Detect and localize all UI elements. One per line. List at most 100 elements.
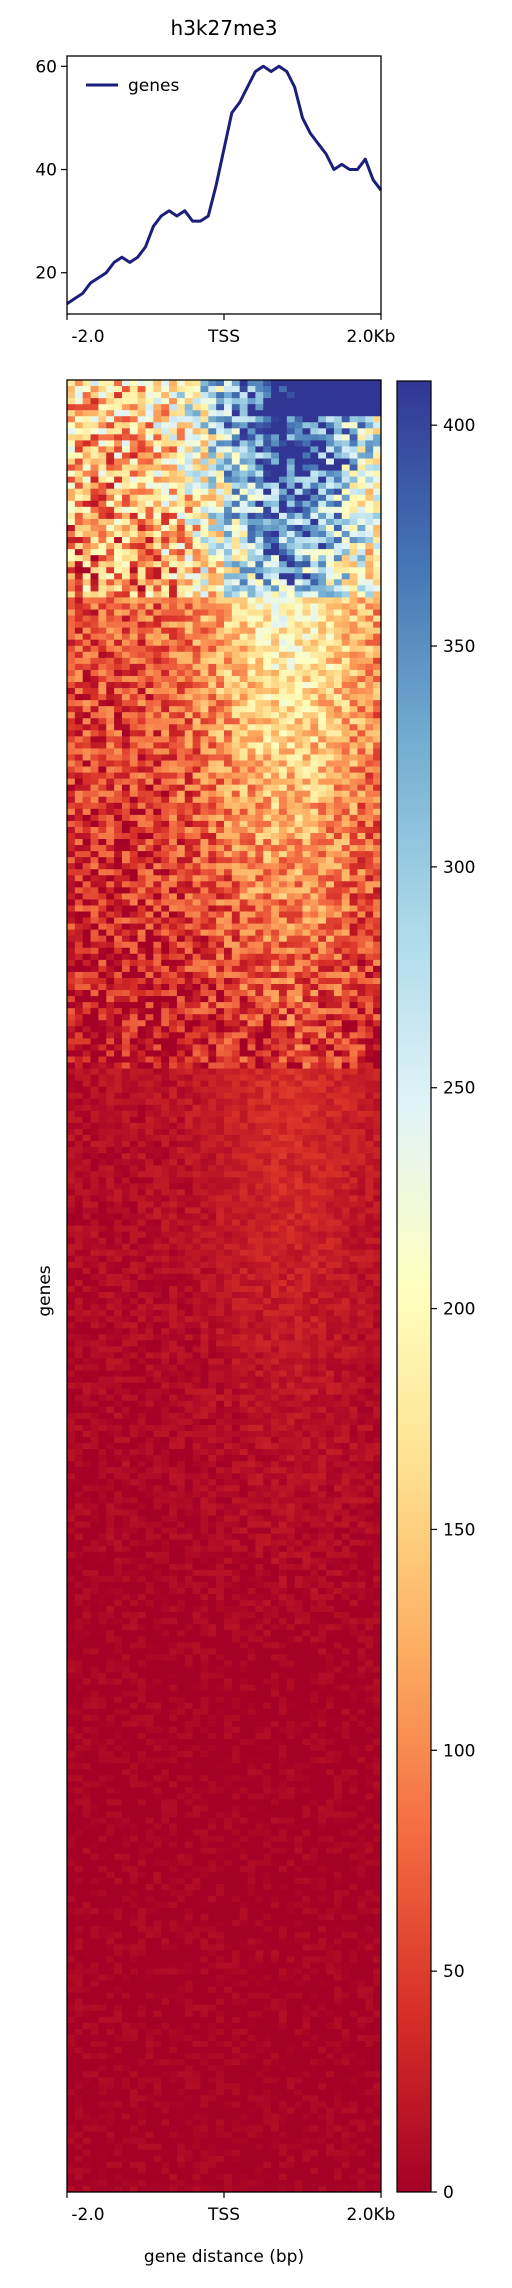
heatmap-cell (349, 845, 359, 852)
heatmap-cell (357, 561, 366, 568)
heatmap-cell (231, 1044, 241, 1052)
heatmap-cell (318, 724, 327, 731)
heatmap-cell (271, 1002, 280, 1009)
heatmap-cell (310, 845, 319, 852)
heatmap-cell (271, 833, 280, 840)
heatmap-cell (349, 965, 359, 973)
heatmap-cell (318, 524, 327, 532)
heatmap-cell (318, 875, 327, 882)
heatmap-cell (114, 941, 123, 949)
heatmap-cell (224, 561, 233, 568)
heatmap-cell (121, 380, 131, 387)
heatmap-cell (239, 923, 249, 931)
heatmap-cell (263, 682, 272, 689)
heatmap-cell (326, 833, 335, 840)
heatmap-cell (216, 1014, 225, 1021)
heatmap-cell (216, 971, 225, 979)
heatmap-cell (326, 784, 335, 792)
heatmap-cell (192, 1068, 202, 1076)
heatmap-cell (271, 1074, 280, 1082)
heatmap-cell (341, 663, 351, 671)
heatmap-cell (357, 760, 366, 768)
heatmap-cell (349, 518, 359, 526)
heatmap-cell (90, 512, 99, 520)
heatmap-cell (302, 506, 311, 514)
heatmap-cell (121, 434, 131, 441)
heatmap-cell (121, 965, 131, 973)
heatmap-cell (318, 669, 327, 677)
heatmap-cell (302, 833, 311, 840)
heatmap-cell (216, 965, 225, 973)
heatmap-cell (341, 615, 351, 623)
heatmap-cell (114, 784, 123, 792)
heatmap-cell (302, 869, 311, 876)
heatmap-cell (255, 845, 264, 852)
heatmap-cell (176, 1122, 186, 1130)
heatmap-cell (365, 905, 374, 913)
profile-line-genes (66, 64, 383, 305)
heatmap-cell (294, 1092, 304, 1100)
heatmap-cell (137, 754, 147, 762)
heatmap-cell (161, 1020, 170, 1027)
heatmap-cell (192, 990, 202, 997)
heatmap-cell (310, 1038, 319, 1045)
heatmap-cell (145, 839, 154, 846)
heatmap-cell (67, 959, 76, 967)
heatmap-cell (349, 506, 359, 514)
heatmap-cell (98, 651, 107, 659)
heatmap-cell (129, 512, 139, 520)
heatmap-cell (365, 796, 374, 804)
heatmap-cell (176, 760, 186, 768)
heatmap-cell (169, 1122, 178, 1130)
heatmap-cell (278, 953, 288, 961)
heatmap-cell (176, 1068, 186, 1076)
heatmap-cell (373, 518, 381, 526)
heatmap-cell (90, 404, 99, 411)
heatmap-cell (153, 984, 162, 991)
heatmap-cell (200, 555, 209, 562)
heatmap-cell (294, 1110, 304, 1118)
heatmap-cell (224, 1038, 233, 1045)
heatmap-cell (184, 458, 194, 466)
heatmap-cell (333, 682, 343, 689)
heatmap-cell (184, 1044, 194, 1052)
heatmap-cell (145, 1020, 154, 1027)
heatmap-cell (310, 675, 319, 683)
heatmap-cell (239, 615, 249, 623)
heatmap-cell (153, 941, 162, 949)
heatmap-cell (82, 549, 92, 556)
heatmap-cell (239, 911, 249, 919)
heatmap-cell (333, 597, 343, 605)
heatmap-cell (200, 784, 209, 792)
heatmap-cell (114, 627, 123, 635)
heatmap-cell (263, 663, 272, 671)
heatmap-cell (161, 585, 170, 592)
heatmap-cell (278, 561, 288, 568)
heatmap-cell (176, 518, 186, 526)
heatmap-cell (326, 645, 335, 653)
heatmap-cell (333, 627, 343, 635)
heatmap-cell (310, 893, 319, 901)
heatmap-cell (192, 899, 202, 907)
heatmap-cell (90, 1110, 99, 1118)
heatmap-cell (224, 585, 233, 592)
heatmap-cell (153, 953, 162, 961)
heatmap-cell (169, 857, 178, 864)
heatmap-cell (286, 573, 296, 580)
heatmap-cell (129, 1044, 139, 1052)
heatmap-cell (239, 905, 249, 913)
heatmap-cell (192, 724, 202, 731)
heatmap-cell (114, 724, 123, 731)
heatmap-cell (341, 1056, 351, 1064)
heatmap-cell (90, 639, 99, 647)
heatmap-cell (302, 881, 311, 888)
heatmap-cell (333, 863, 343, 870)
heatmap-cell (271, 561, 280, 568)
heatmap-cell (294, 742, 304, 750)
heatmap-cell (239, 675, 249, 683)
heatmap-cell (129, 706, 139, 713)
heatmap-cell (341, 736, 351, 743)
heatmap-cell (208, 826, 217, 834)
heatmap-cell (294, 808, 304, 816)
heatmap-cell (294, 923, 304, 931)
